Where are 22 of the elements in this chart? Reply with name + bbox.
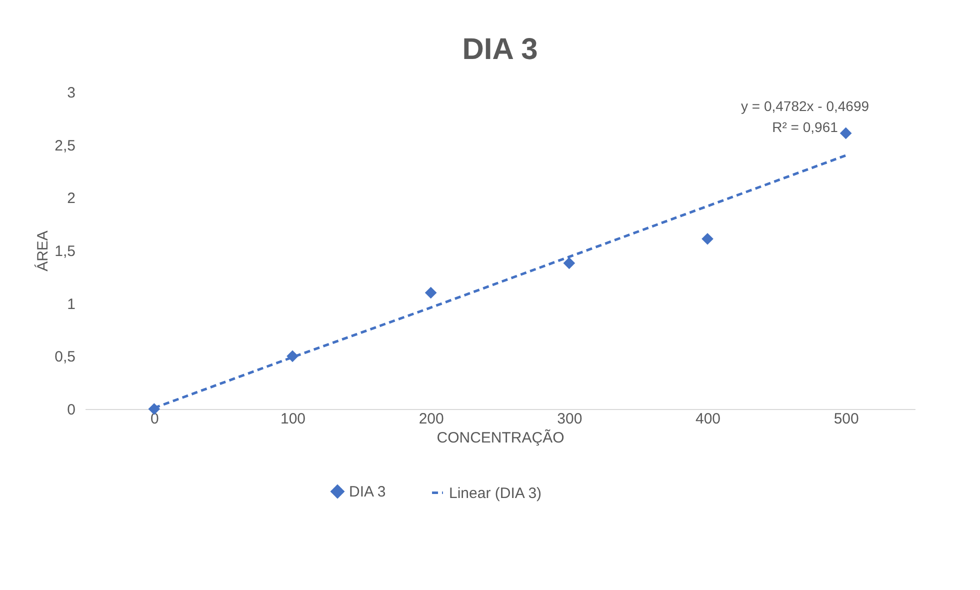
point bbox=[563, 257, 576, 270]
y-tick-label: 0,5 bbox=[54, 348, 76, 366]
annotation: y = 0,4782x - 0,4699 bbox=[740, 98, 870, 114]
y-tick-label: 2 bbox=[67, 190, 76, 208]
x-axis-title: CONCENTRAÇÃO bbox=[436, 428, 564, 446]
y-tick-label: 1,5 bbox=[54, 243, 76, 260]
y-tick-label: 3 bbox=[67, 84, 76, 102]
point bbox=[840, 127, 852, 140]
chart-title: DIA 3 bbox=[462, 33, 538, 66]
y-tick-label: 2,5 bbox=[54, 137, 76, 154]
x-tick-label: 400 bbox=[695, 410, 721, 428]
point bbox=[424, 286, 437, 299]
x-tick-label: 200 bbox=[418, 410, 444, 428]
y-tick-label: 1 bbox=[67, 296, 76, 313]
x-tick-label: 300 bbox=[557, 410, 582, 428]
y-axis-title: ÁREA bbox=[34, 230, 52, 272]
legend-label: DIA 3 bbox=[349, 484, 386, 501]
legend-label: Linear (DIA 3) bbox=[449, 484, 542, 502]
x-tick-label: 100 bbox=[280, 410, 306, 428]
point bbox=[702, 232, 714, 245]
annotation: R² = 0,961 bbox=[772, 119, 838, 135]
x-tick-label: 500 bbox=[834, 410, 859, 428]
